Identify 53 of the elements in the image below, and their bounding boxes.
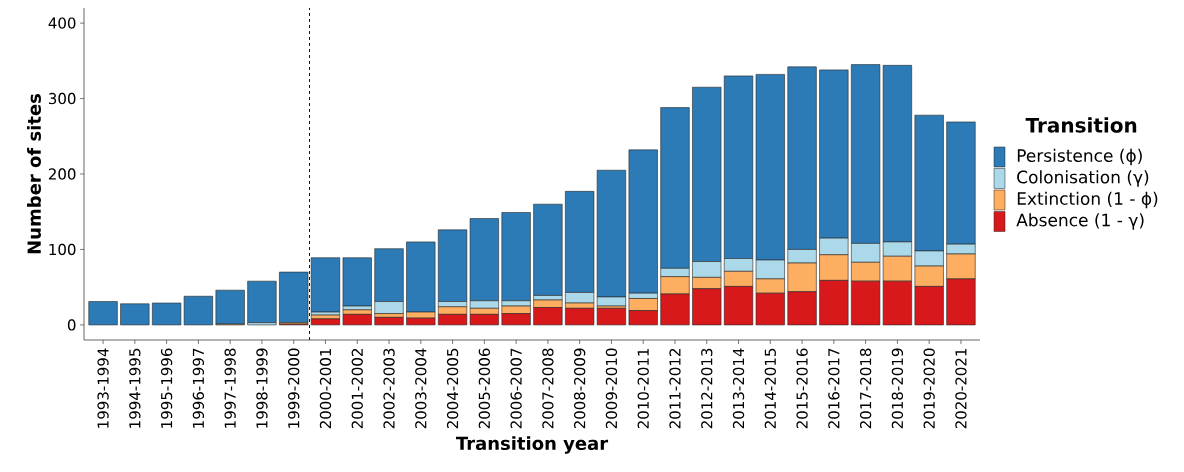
bar <box>310 318 341 326</box>
x-tick-label: 2018-2019 <box>891 348 904 429</box>
x-tick-label: 2020-2021 <box>955 348 967 429</box>
x-tick-label: 1994-1995 <box>129 348 141 428</box>
y-tick-label: 300 <box>48 92 76 105</box>
legend-label: Persistence (ϕ) <box>1017 148 1142 166</box>
x-tick-label: 1996-1997 <box>192 348 205 428</box>
bar <box>628 149 658 294</box>
x-tick-label: 2019-2020 <box>923 348 935 429</box>
bar <box>88 301 118 326</box>
legend-label: Absence (1 - γ) <box>1016 213 1144 230</box>
bar <box>279 271 309 323</box>
x-tick-label: 2012-2013 <box>701 348 713 429</box>
bar <box>406 241 436 313</box>
x-tick-label: 2002-2003 <box>383 348 395 429</box>
bar <box>501 212 531 302</box>
y-tick-label: 400 <box>48 17 76 29</box>
legend-title: Transition <box>1025 117 1137 133</box>
legend-label: Extinction (1 - ϕ) <box>1017 191 1158 209</box>
x-tick-label: 1995-1996 <box>160 348 173 428</box>
x-tick-label: 2008-2009 <box>573 348 586 429</box>
x-tick-label: 1993-1994 <box>97 348 109 428</box>
x-tick-label: 2005-2006 <box>478 348 491 429</box>
bar <box>374 317 404 326</box>
x-tick-label: 2015-2016 <box>796 348 808 429</box>
x-tick-label: 2007-2008 <box>542 348 554 429</box>
x-tick-label: 2013-2014 <box>732 348 745 429</box>
y-axis-title: Number of sites <box>27 93 41 254</box>
legend-label: Colonisation (γ) <box>1017 170 1149 187</box>
x-tick-label: 2006-2007 <box>510 348 522 429</box>
x-tick-label: 2014-2015 <box>764 348 776 429</box>
x-tick-label: 2001-2002 <box>351 349 363 429</box>
x-tick-label: 2000-2001 <box>319 348 332 429</box>
bar <box>342 257 372 307</box>
x-tick-label: 1998-1999 <box>256 348 268 428</box>
x-tick-label: 1997-1998 <box>224 348 236 428</box>
y-tick-label: 0 <box>67 319 76 331</box>
bar <box>247 280 277 323</box>
x-tick-label: 2011-2012 <box>669 349 681 429</box>
x-tick-label: 2017-2018 <box>859 348 872 429</box>
bar <box>533 203 563 296</box>
bar <box>215 289 245 325</box>
x-tick-label: 2004-2005 <box>446 348 459 429</box>
x-tick-label: 1999-2000 <box>288 348 300 428</box>
bar <box>310 257 341 313</box>
x-tick-label: 2003-2004 <box>415 348 427 429</box>
y-tick-label: 100 <box>49 243 76 256</box>
x-tick-label: 2010-2011 <box>637 348 649 429</box>
x-axis-title: Transition year <box>455 436 609 454</box>
y-tick-label: 200 <box>48 168 76 180</box>
x-tick-label: 2009-2010 <box>605 348 618 429</box>
x-tick-label: 2016-2017 <box>828 348 840 429</box>
bar <box>120 303 150 326</box>
